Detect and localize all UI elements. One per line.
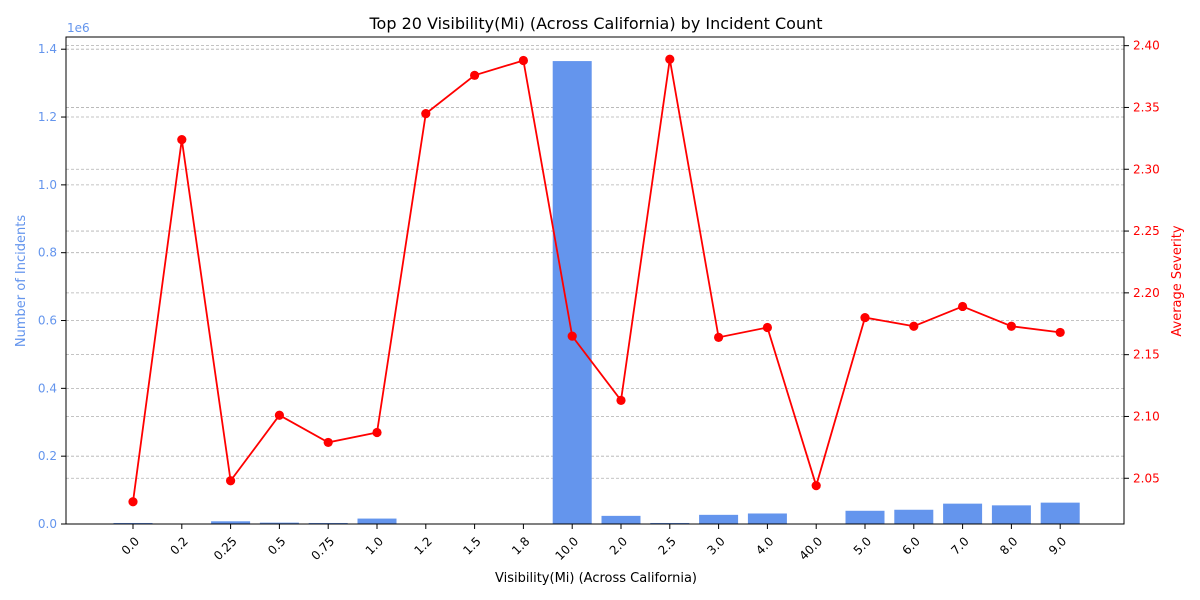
x-tick-label: 0.25	[211, 534, 240, 563]
bar	[650, 522, 690, 524]
left-tick-label: 0.0	[38, 517, 57, 531]
plot-frame	[65, 36, 1125, 525]
plot-border	[65, 36, 1125, 525]
right-tick-label: 2.35	[1133, 100, 1160, 114]
severity-point	[762, 322, 773, 333]
x-tick-label: 1.8	[509, 534, 532, 557]
bar	[747, 513, 787, 524]
x-tick-label: 10.0	[553, 534, 582, 563]
right-axis: 2.05 2.10 2.15 2.20 2.25 2.30 2.35 2.40	[1124, 39, 1160, 485]
right-tick-label: 2.30	[1133, 162, 1160, 176]
x-tick-label: 0.75	[309, 534, 338, 563]
severity-point	[714, 332, 724, 342]
severity-point	[470, 70, 480, 80]
left-axis-label: Number of Incidents	[14, 215, 29, 347]
left-tick-label: 1.0	[38, 178, 57, 192]
bar	[211, 521, 251, 524]
right-tick-label: 2.25	[1133, 224, 1160, 238]
bar	[601, 515, 641, 524]
x-tick-label: 9.0	[1046, 534, 1069, 557]
severity-point	[323, 437, 333, 448]
bar	[845, 510, 885, 524]
bar	[894, 509, 934, 524]
x-tick-label: 1.0	[363, 534, 386, 557]
bar	[308, 522, 348, 524]
severity-point	[372, 427, 382, 438]
severity-point	[177, 134, 187, 145]
left-tick-label: 0.4	[38, 381, 57, 395]
left-axis-offset-label: 1e6	[67, 21, 90, 35]
severity-point	[421, 109, 431, 119]
severity-point	[518, 55, 529, 66]
x-tick-label: 0.2	[168, 534, 191, 557]
chart-title: Top 20 Visibility(Mi) (Across California…	[368, 14, 822, 33]
line-series	[128, 54, 1065, 507]
bar-series	[113, 61, 1080, 525]
severity-point	[958, 301, 968, 312]
severity-point	[226, 476, 236, 486]
right-tick-label: 2.20	[1133, 286, 1160, 300]
x-tick-label: 1.5	[460, 534, 483, 557]
x-tick-label: 0.0	[119, 534, 142, 557]
x-axis: 0.0 0.2 0.25 0.5 0.75 1.0 1.2 1.5 1.8 10.0 2.0 2.5 3…	[119, 524, 1069, 563]
severity-point	[1006, 321, 1017, 331]
severity-point	[665, 54, 675, 64]
right-tick-label: 2.05	[1133, 471, 1160, 485]
bar	[991, 505, 1031, 524]
x-tick-label: 5.0	[851, 534, 874, 557]
severity-point	[811, 481, 821, 491]
right-tick-label: 2.15	[1133, 348, 1160, 362]
x-tick-label: 1.2	[412, 534, 435, 557]
grid-lines	[66, 45, 1124, 525]
severity-point	[616, 395, 626, 405]
right-tick-label: 2.40	[1133, 39, 1160, 53]
right-tick-label: 2.10	[1133, 409, 1160, 423]
bar	[699, 514, 739, 524]
severity-point	[909, 321, 919, 331]
left-axis: 0.0 0.2 0.4 0.6 0.8 1.0 1.2 1.4	[38, 42, 66, 531]
x-axis-label: Visibility(Mi) (Across California)	[495, 571, 697, 586]
severity-point	[128, 497, 138, 507]
x-tick-label: 40.0	[797, 534, 826, 563]
left-tick-label: 0.8	[38, 246, 57, 260]
x-tick-label: 2.0	[607, 534, 630, 557]
x-tick-label: 2.5	[656, 534, 679, 557]
severity-point	[567, 331, 577, 341]
bar	[259, 522, 299, 524]
x-tick-label: 0.5	[265, 534, 288, 557]
left-tick-label: 1.2	[38, 110, 57, 124]
bar	[552, 61, 592, 525]
bar	[1040, 502, 1080, 524]
x-tick-label: 4.0	[753, 534, 776, 557]
severity-point	[1055, 327, 1065, 338]
x-tick-label: 3.0	[704, 534, 727, 557]
left-tick-label: 0.2	[38, 449, 57, 463]
right-axis-label: Average Severity	[1170, 225, 1185, 337]
severity-line	[132, 59, 1061, 502]
x-tick-label: 8.0	[997, 534, 1020, 557]
severity-point	[274, 410, 284, 420]
x-tick-label: 6.0	[900, 534, 923, 557]
bar	[113, 522, 153, 524]
x-tick-label: 7.0	[948, 534, 971, 557]
left-tick-label: 0.6	[38, 314, 57, 328]
bar	[357, 518, 397, 524]
left-tick-label: 1.4	[38, 42, 57, 56]
bar	[943, 503, 983, 524]
severity-point	[860, 312, 870, 323]
